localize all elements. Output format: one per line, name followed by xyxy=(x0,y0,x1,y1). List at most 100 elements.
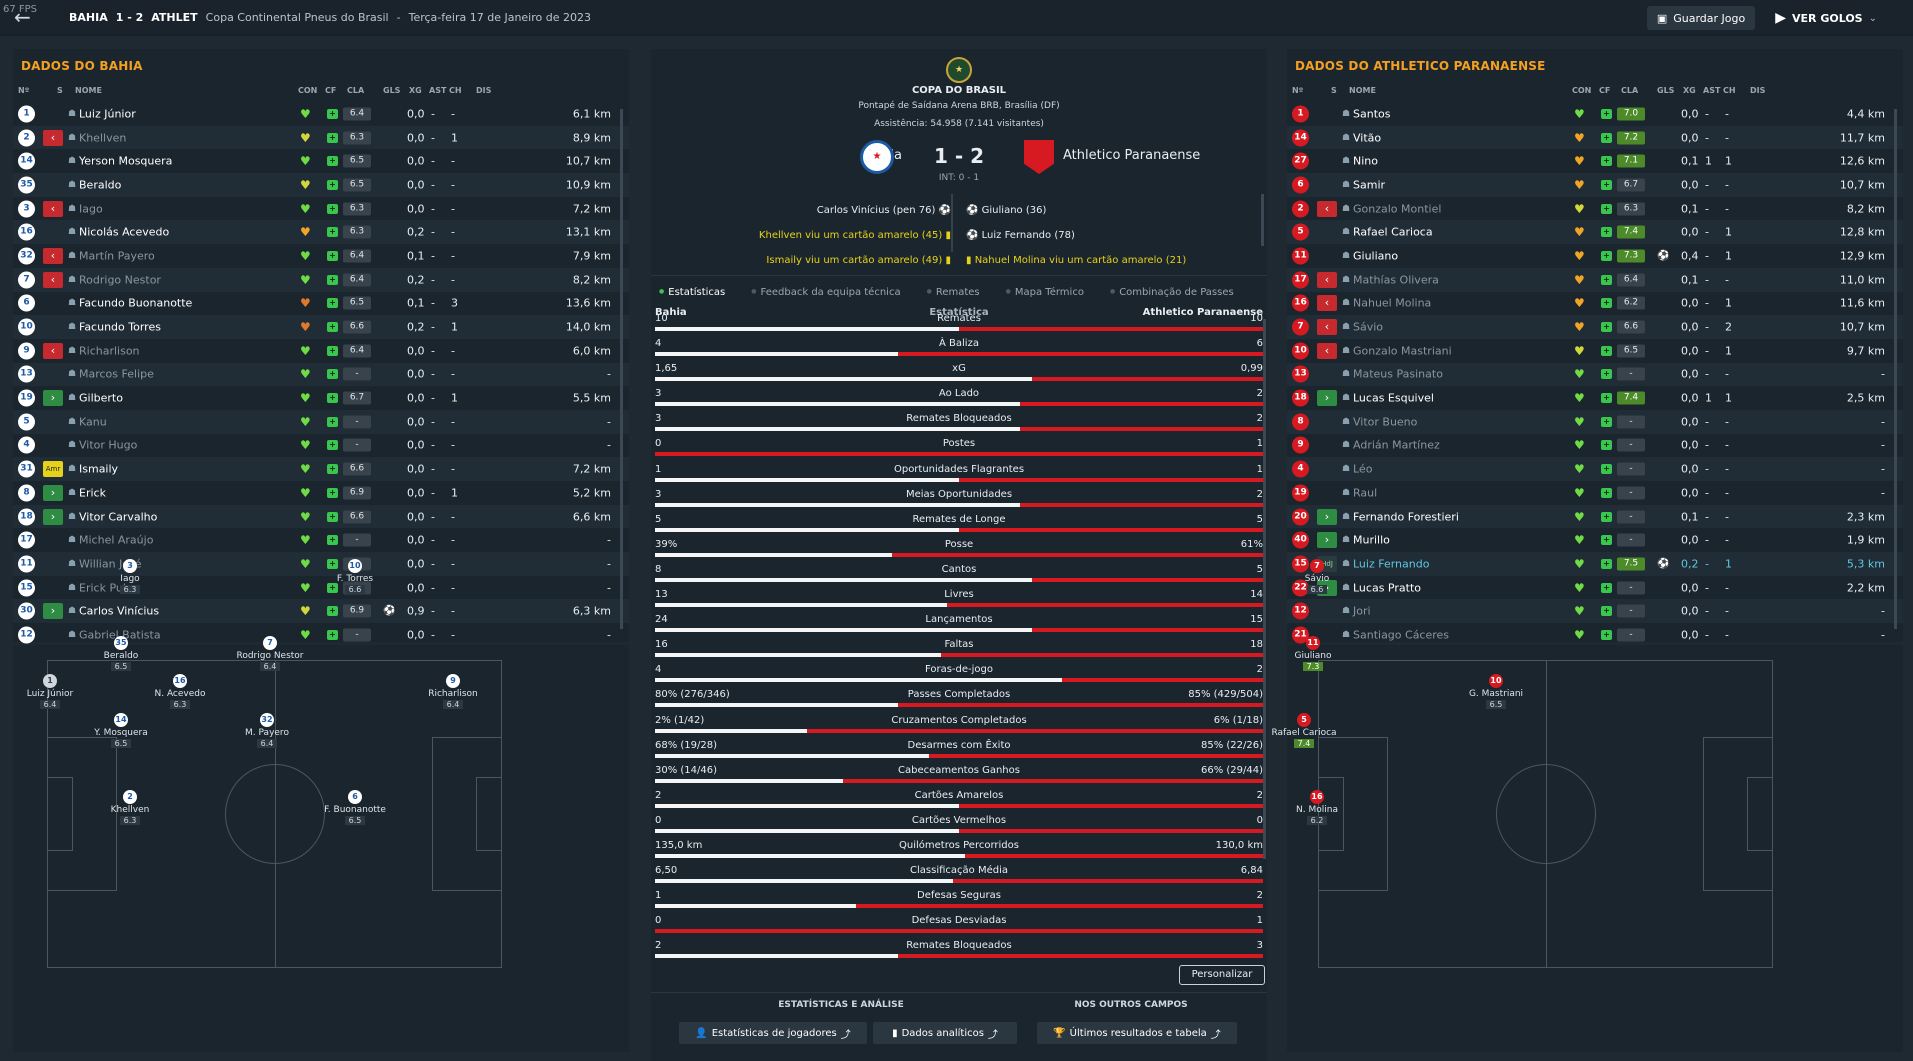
player-name[interactable]: Samir xyxy=(1353,178,1386,192)
player-name[interactable]: Giuliano xyxy=(1353,249,1399,263)
pitch-player[interactable]: 11 Giuliano 7.3 xyxy=(1269,636,1357,672)
pitch-player[interactable]: 7 Rodrigo Nestor 6.4 xyxy=(226,636,314,672)
header-s[interactable]: S xyxy=(57,86,63,95)
player-row[interactable]: 9 ‹ ☗ Richarlison ♥ +6.4 0,0- -6,0 km xyxy=(13,339,629,363)
player-row[interactable]: 11 ☗ Giuliano ♥ +7.3 ⚽ 0,4- 1 12,9 km xyxy=(1287,244,1903,268)
player-row[interactable]: 17 ☗ Michel Araújo ♥ + -0,0- - - xyxy=(13,528,629,552)
player-row[interactable]: 14 ☗ Vitão ♥ +7.2 0,0- -11,7 km xyxy=(1287,125,1903,150)
player-row[interactable]: 30 › ☗ Carlos Vinícius ♥ +6.9 ⚽ 0,9- -6,3 km xyxy=(13,599,629,624)
away-player-table[interactable]: 1 ☗ Santos ♥ +7.0 0,0- -4,4 km 14 ☗ Vitão ♥ +7.2 0,0… xyxy=(1287,102,1903,691)
player-row[interactable]: 21 ☗ Santiago Cáceres ♥ + -0,0- - - xyxy=(1287,623,1903,647)
player-name[interactable]: Fernando Forestieri xyxy=(1353,510,1459,524)
player-name[interactable]: Lucas Pratto xyxy=(1353,581,1421,595)
player-name[interactable]: Nino xyxy=(1353,154,1378,168)
player-row[interactable]: 18 › ☗ Vitor Carvalho ♥ +6.6 0,0- -6,6 km xyxy=(13,504,629,529)
player-row[interactable]: 20 › ☗ Fernando Forestieri ♥ + -0,1- -2,3 km xyxy=(1287,504,1903,529)
pitch-player[interactable]: 35 Beraldo 6.5 xyxy=(77,636,165,672)
pitch-player[interactable]: 5 Rafael Carioca 7.4 xyxy=(1260,713,1348,749)
player-row[interactable]: 35 ☗ Beraldo ♥ +6.5 0,0- -10,9 km xyxy=(13,173,629,197)
header-ch[interactable]: CH xyxy=(449,86,462,95)
player-name[interactable]: Luiz Fernando xyxy=(1353,557,1430,571)
player-name[interactable]: Sávio xyxy=(1353,320,1384,334)
player-row[interactable]: 40 › ☗ Murillo ♥ + -0,0- -1,9 km xyxy=(1287,528,1903,552)
player-name[interactable]: Léo xyxy=(1353,462,1373,476)
pitch-player[interactable]: 2 Khellven 6.3 xyxy=(86,790,174,826)
player-row[interactable]: 7 ‹ ☗ Rodrigo Nestor ♥ +6.4 0,2- -8,2 km xyxy=(13,267,629,292)
player-name[interactable]: Carlos Vinícius xyxy=(79,604,160,618)
player-name[interactable]: Martín Payero xyxy=(79,249,155,263)
player-row[interactable]: 6 ☗ Samir ♥ +6.7 0,0- -10,7 km xyxy=(1287,173,1903,197)
player-name[interactable]: Gilberto xyxy=(79,391,123,405)
player-row[interactable]: 31 Amr ☗ Ismaily ♥ +6.6 0,0- -7,2 km xyxy=(13,457,629,481)
pitch-player[interactable]: 3 Iago 6.3 xyxy=(86,559,174,595)
player-row[interactable]: 15 HdJ ☗ Luiz Fernando ♥ +7.5 ⚽ 0,2-1 5,3 km xyxy=(1287,552,1903,576)
player-row[interactable]: 8 ☗ Vitor Bueno ♥ + -0,0- - - xyxy=(1287,409,1903,434)
player-row[interactable]: 3 ‹ ☗ Iago ♥ +6.3 0,0- -7,2 km xyxy=(13,197,629,221)
header-dis[interactable]: DIS xyxy=(476,86,492,95)
tab-0[interactable]: Estatísticas xyxy=(659,287,725,298)
player-row[interactable]: 2 ‹ ☗ Gonzalo Montiel ♥ +6.3 0,1- -8,2 km xyxy=(1287,197,1903,221)
header-cla[interactable]: CLA xyxy=(347,86,365,95)
events-scrollbar[interactable] xyxy=(1261,194,1264,246)
pitch-player[interactable]: 32 M. Payero 6.4 xyxy=(223,713,311,749)
header-n[interactable]: Nº xyxy=(1292,86,1304,95)
player-name[interactable]: Nahuel Molina xyxy=(1353,296,1432,310)
player-name[interactable]: Lucas Esquivel xyxy=(1353,391,1434,405)
player-row[interactable]: 16 ☗ Nicolás Acevedo ♥ +6.3 0,2- -13,1 km xyxy=(13,220,629,245)
pitch-player[interactable]: 1 Luiz Júnior 6.4 xyxy=(6,674,94,710)
player-name[interactable]: Santos xyxy=(1353,107,1391,121)
player-row[interactable]: 19 ☗ Raul ♥ + -0,0- - - xyxy=(1287,481,1903,505)
tab-3[interactable]: Mapa Térmico xyxy=(1006,287,1084,298)
player-name[interactable]: Vitor Carvalho xyxy=(79,510,158,524)
player-name[interactable]: Mathías Olivera xyxy=(1353,273,1439,287)
player-name[interactable]: Gabriel Batista xyxy=(79,628,161,642)
player-row[interactable]: 4 ☗ Vitor Hugo ♥ + -0,0- - - xyxy=(13,434,629,458)
player-name[interactable]: Vitão xyxy=(1353,131,1382,145)
player-row[interactable]: 10 ☗ Facundo Torres ♥ +6.6 0,2- 1 14,0 km xyxy=(13,315,629,339)
header-n[interactable]: Nº xyxy=(18,86,30,95)
player-row[interactable]: 32 ‹ ☗ Martín Payero ♥ +6.4 0,1- -7,9 km xyxy=(13,244,629,268)
player-row[interactable]: 1 ☗ Luiz Júnior ♥ +6.4 0,0- -6,1 km xyxy=(13,102,629,126)
pitch-player[interactable]: 14 Y. Mosquera 6.5 xyxy=(77,713,165,749)
tab-1[interactable]: Feedback da equipa técnica xyxy=(751,287,901,298)
player-row[interactable]: 12 ☗ Jori ♥ + -0,0- - - xyxy=(1287,599,1903,624)
personalize-button[interactable]: Personalizar xyxy=(1179,965,1265,985)
player-row[interactable]: 7 ‹ ☗ Sávio ♥ +6.6 0,0- 2 10,7 km xyxy=(1287,315,1903,339)
table-scrollbar[interactable] xyxy=(620,109,623,629)
player-row[interactable]: 8 › ☗ Erick ♥ +6.9 0,0- 1 5,2 km xyxy=(13,481,629,505)
header-ast[interactable]: AST xyxy=(429,86,447,95)
player-name[interactable]: Mateus Pasinato xyxy=(1353,367,1443,381)
player-name[interactable]: Jori xyxy=(1353,604,1371,618)
player-name[interactable]: Iago xyxy=(79,202,103,216)
header-s[interactable]: S xyxy=(1331,86,1337,95)
player-row[interactable]: 6 ☗ Facundo Buonanotte ♥ +6.5 0,1- 3 13,6 km xyxy=(13,292,629,316)
player-row[interactable]: 19 › ☗ Gilberto ♥ +6.7 0,0- 1 5,5 km xyxy=(13,386,629,410)
player-name[interactable]: Beraldo xyxy=(79,178,122,192)
player-row[interactable]: 27 ☗ Nino ♥ +7.1 0,1 1 1 12,6 km xyxy=(1287,149,1903,173)
player-name[interactable]: Facundo Buonanotte xyxy=(79,296,193,310)
save-game-button[interactable]: ▣ Guardar Jogo xyxy=(1646,6,1756,30)
player-stats-button[interactable]: 👤 Estatísticas de jogadores ⤴ xyxy=(679,1022,867,1044)
header-cla[interactable]: CLA xyxy=(1621,86,1639,95)
player-row[interactable]: 14 ☗ Yerson Mosquera ♥ +6.5 0,0- -10,7 km xyxy=(13,149,629,173)
player-name[interactable]: Adrián Martínez xyxy=(1353,438,1440,452)
header-ch[interactable]: CH xyxy=(1723,86,1736,95)
player-name[interactable]: Gonzalo Montiel xyxy=(1353,202,1442,216)
header-cf[interactable]: CF xyxy=(1599,86,1611,95)
player-name[interactable]: Rodrigo Nestor xyxy=(79,273,161,287)
header-xg[interactable]: XG xyxy=(409,86,422,95)
player-row[interactable]: 4 ☗ Léo ♥ + -0,0- - - xyxy=(1287,457,1903,481)
tab-2[interactable]: Remates xyxy=(927,287,980,298)
player-row[interactable]: 12 ☗ Gabriel Batista ♥ + -0,0- - - xyxy=(13,623,629,647)
header-gls[interactable]: GLS xyxy=(383,86,401,95)
player-name[interactable]: Michel Araújo xyxy=(79,533,154,547)
player-row[interactable]: 22›☗Lucas Pratto♥+-0,0--2,2 km xyxy=(1287,576,1903,600)
back-arrow-icon[interactable]: ← xyxy=(14,5,31,29)
pitch-player[interactable]: 16 N. Molina 6.2 xyxy=(1273,790,1361,826)
player-row[interactable]: 2 ‹ ☗ Khellven ♥ +6.3 0,0- 1 8,9 km xyxy=(13,125,629,150)
player-name[interactable]: Vitor Bueno xyxy=(1353,415,1418,429)
player-name[interactable]: Murillo xyxy=(1353,533,1390,547)
header-cf[interactable]: CF xyxy=(325,86,337,95)
player-row[interactable]: 1 ☗ Santos ♥ +7.0 0,0- -4,4 km xyxy=(1287,102,1903,126)
pitch-player[interactable]: 9 Richarlison 6.4 xyxy=(409,674,497,710)
